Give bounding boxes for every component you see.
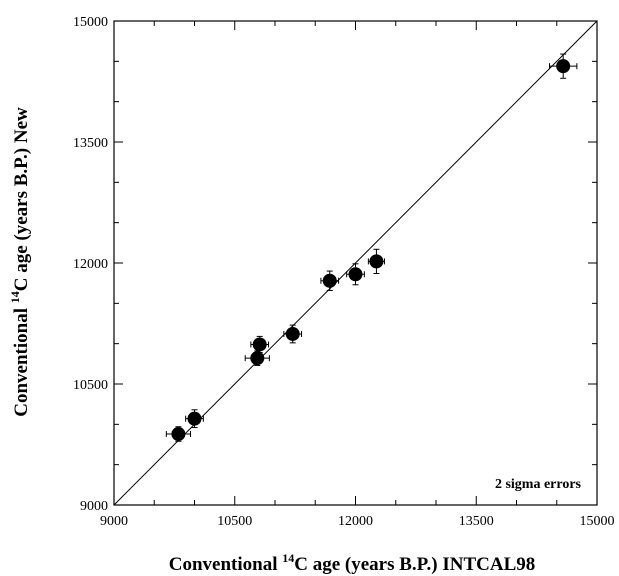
data-point xyxy=(549,53,578,79)
y-tick-labels: 9000 10500 12000 13500 15000 xyxy=(73,15,108,514)
data-point xyxy=(165,426,191,442)
y-axis-label-suffix: C age (years B.P.) New xyxy=(11,107,32,291)
x-tick-label: 15000 xyxy=(580,514,615,529)
y-axis-label: Conventional 14C age (years B.P.) New xyxy=(8,107,32,417)
minor-ticks xyxy=(114,21,597,505)
x-tick-label: 12000 xyxy=(338,514,373,529)
reference-line-y-equals-x xyxy=(113,20,598,506)
data-point xyxy=(320,270,340,291)
y-axis-label-superscript: 14 xyxy=(8,291,22,303)
point-marker xyxy=(171,427,186,442)
x-tick-label: 9000 xyxy=(100,514,128,529)
data-point xyxy=(283,324,303,344)
x-axis-label: Conventional 14C age (years B.P.) INTCAL… xyxy=(169,551,536,575)
x-tick-label: 10500 xyxy=(217,514,252,529)
error-annotation: 2 sigma errors xyxy=(495,477,582,492)
y-tick-label: 9000 xyxy=(80,499,108,514)
y-tick-label: 12000 xyxy=(73,257,108,272)
data-point xyxy=(346,263,365,286)
y-tick-label: 15000 xyxy=(73,15,108,30)
y-tick-label: 10500 xyxy=(73,378,108,393)
x-tick-label: 13500 xyxy=(459,514,494,529)
plot-frame xyxy=(113,20,598,506)
point-marker xyxy=(187,411,202,426)
y-tick-label: 13500 xyxy=(73,136,108,151)
point-marker xyxy=(348,267,363,282)
y-axis-label-prefix: Conventional xyxy=(11,303,32,417)
data-point xyxy=(244,350,270,366)
point-marker xyxy=(322,273,337,288)
point-marker xyxy=(250,351,265,366)
data-points xyxy=(165,53,578,442)
point-marker xyxy=(556,59,571,74)
data-point xyxy=(250,335,270,354)
point-marker xyxy=(369,254,384,269)
x-axis-label-suffix: C age (years B.P.) INTCAL98 xyxy=(294,554,535,575)
point-marker xyxy=(252,337,267,352)
x-axis-label-prefix: Conventional xyxy=(169,554,283,575)
data-point xyxy=(367,248,385,274)
x-axis-label-superscript: 14 xyxy=(282,551,294,565)
point-marker xyxy=(285,326,300,341)
data-point xyxy=(185,409,204,429)
x-tick-labels: 9000 10500 12000 13500 15000 xyxy=(100,514,615,529)
